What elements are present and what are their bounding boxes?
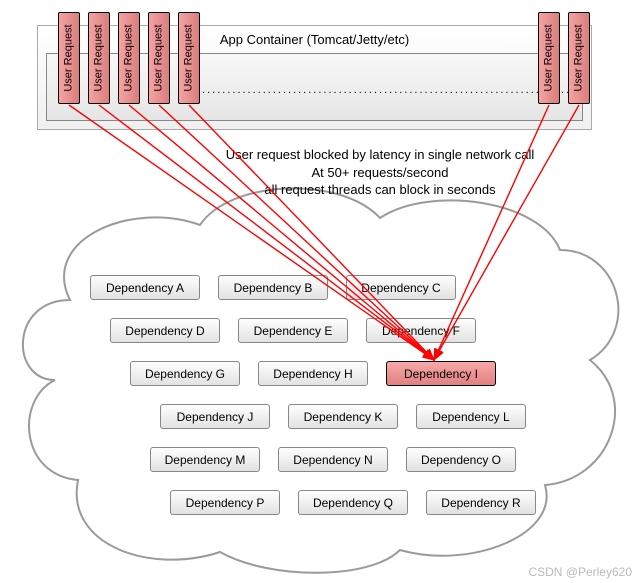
- dependency-n: Dependency N: [278, 447, 388, 472]
- dependency-g: Dependency G: [130, 361, 240, 386]
- user-request-label: User Request: [573, 24, 585, 91]
- dependency-a: Dependency A: [90, 275, 200, 300]
- dependency-k: Dependency K: [288, 404, 398, 429]
- user-request-box: User Request: [58, 12, 80, 104]
- dependency-b: Dependency B: [218, 275, 328, 300]
- caption-line-2: At 50+ requests/second: [170, 165, 590, 180]
- user-request-label: User Request: [183, 24, 195, 91]
- dependency-o: Dependency O: [406, 447, 516, 472]
- dependency-d: Dependency D: [110, 318, 220, 343]
- user-request-box: User Request: [88, 12, 110, 104]
- queue-dots: ........................................…: [197, 84, 572, 96]
- dependency-l: Dependency L: [416, 404, 526, 429]
- user-request-label: User Request: [543, 24, 555, 91]
- dependency-h: Dependency H: [258, 361, 368, 386]
- dependency-q: Dependency Q: [298, 490, 408, 515]
- dependency-f: Dependency F: [366, 318, 476, 343]
- dependency-m: Dependency M: [150, 447, 260, 472]
- watermark: CSDN @Perley620: [528, 565, 632, 579]
- user-request-label: User Request: [153, 24, 165, 91]
- dependency-i: Dependency I: [386, 361, 496, 386]
- dependency-p: Dependency P: [170, 490, 280, 515]
- dependency-c: Dependency C: [346, 275, 456, 300]
- user-request-box: User Request: [568, 12, 590, 104]
- caption-line-3: all request threads can block in seconds: [170, 182, 590, 197]
- dependency-r: Dependency R: [426, 490, 536, 515]
- user-request-label: User Request: [93, 24, 105, 91]
- user-request-box: User Request: [538, 12, 560, 104]
- dependency-e: Dependency E: [238, 318, 348, 343]
- dependency-j: Dependency J: [160, 404, 270, 429]
- user-request-box: User Request: [148, 12, 170, 104]
- user-request-label: User Request: [123, 24, 135, 91]
- user-request-label: User Request: [63, 24, 75, 91]
- user-request-box: User Request: [178, 12, 200, 104]
- caption-line-1: User request blocked by latency in singl…: [170, 147, 590, 162]
- user-request-box: User Request: [118, 12, 140, 104]
